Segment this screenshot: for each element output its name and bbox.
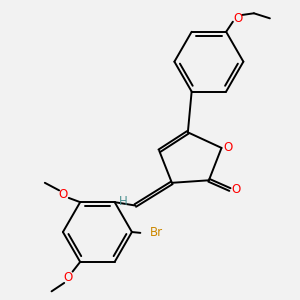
Text: H: H [119, 195, 128, 208]
Text: O: O [58, 188, 67, 201]
Text: O: O [224, 141, 233, 154]
Text: O: O [233, 12, 242, 25]
Text: Br: Br [150, 226, 163, 239]
Text: O: O [231, 183, 240, 196]
Text: O: O [63, 272, 72, 284]
